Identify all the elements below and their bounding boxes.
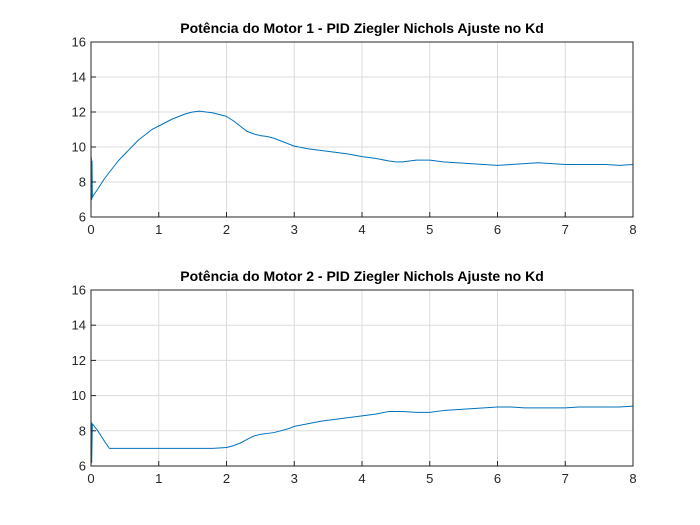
x-tick-label: 1 — [155, 222, 162, 237]
y-tick-label: 8 — [79, 175, 86, 190]
y-tick-label: 8 — [79, 423, 86, 438]
x-tick-label: 4 — [358, 222, 365, 237]
y-tick-label: 14 — [72, 318, 86, 333]
x-tick-label: 3 — [291, 471, 298, 486]
x-tick-label: 6 — [494, 471, 501, 486]
y-tick-label: 12 — [72, 353, 86, 368]
x-tick-label: 7 — [562, 222, 569, 237]
x-tick-label: 7 — [562, 471, 569, 486]
y-tick-label: 6 — [79, 459, 86, 474]
x-tick-label: 2 — [223, 222, 230, 237]
series-line-layer — [90, 110, 634, 207]
x-tick-label: 8 — [629, 222, 636, 237]
y-tick-label: 14 — [72, 70, 86, 85]
y-tick-label: 16 — [72, 283, 86, 298]
series-line-layer — [90, 405, 634, 467]
x-tick-label: 4 — [358, 471, 365, 486]
x-tick-label: 3 — [291, 222, 298, 237]
chart-title: Potência do Motor 1 - PID Ziegler Nichol… — [180, 20, 544, 36]
x-tick-label: 5 — [426, 222, 433, 237]
series-line — [90, 405, 634, 467]
y-tick-label: 16 — [72, 35, 86, 50]
y-tick-label: 6 — [79, 210, 86, 225]
x-tick-label: 0 — [87, 222, 94, 237]
y-tick-label: 10 — [72, 140, 86, 155]
y-tick-label: 10 — [72, 388, 86, 403]
y-tick-label: 12 — [72, 105, 86, 120]
x-tick-label: 6 — [494, 222, 501, 237]
x-tick-label: 5 — [426, 471, 433, 486]
x-tick-label: 2 — [223, 471, 230, 486]
x-tick-label: 1 — [155, 471, 162, 486]
x-tick-label: 0 — [87, 471, 94, 486]
series-line — [90, 110, 634, 207]
x-tick-label: 8 — [629, 471, 636, 486]
chart-title: Potência do Motor 2 - PID Ziegler Nichol… — [180, 268, 544, 284]
